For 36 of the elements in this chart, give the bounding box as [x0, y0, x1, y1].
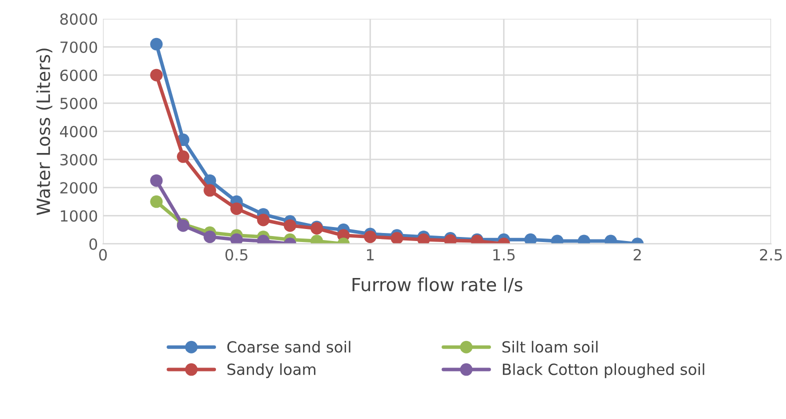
point — [150, 195, 163, 208]
y-tick-label: 5000 — [60, 98, 98, 110]
legend-label: Coarse sand soil — [227, 340, 350, 353]
point — [204, 230, 216, 244]
legend-label: Silt loam soil — [502, 340, 598, 353]
y-tick-label: 6000 — [60, 70, 98, 82]
point — [150, 68, 163, 82]
x-tick-label: 0 — [99, 248, 107, 261]
point — [524, 233, 537, 244]
point — [230, 233, 243, 244]
point — [257, 214, 270, 226]
y-axis-title: Water Loss (Liters) — [36, 48, 52, 216]
point — [284, 219, 296, 232]
x-tick-label: 1.5 — [493, 249, 515, 261]
point — [230, 202, 243, 215]
y-tick-label: 8000 — [60, 13, 98, 25]
x-axis-title: Furrow flow rate l/s — [352, 277, 522, 293]
y-tick-label: 4000 — [60, 126, 98, 138]
point — [204, 184, 216, 197]
x-tick-label: 1 — [367, 249, 374, 260]
point — [150, 38, 163, 50]
y-tick-label: 7000 — [60, 41, 98, 53]
y-tick-label: 1000 — [60, 210, 98, 222]
y-tick-label: 2000 — [60, 182, 98, 194]
point — [390, 232, 404, 244]
x-tick-label: 0.5 — [225, 248, 248, 261]
point — [150, 174, 163, 187]
y-tick-label: 0 — [89, 238, 98, 250]
y-tick-label: 3000 — [60, 154, 98, 166]
x-tick-label: 2 — [634, 248, 641, 260]
point — [417, 233, 430, 244]
x-tick-label: 2.5 — [760, 248, 782, 261]
legend-label: Black Cotton ploughed soil — [502, 363, 704, 378]
point — [176, 150, 190, 163]
point — [364, 230, 376, 244]
legend-label: Sandy loam — [227, 363, 316, 378]
